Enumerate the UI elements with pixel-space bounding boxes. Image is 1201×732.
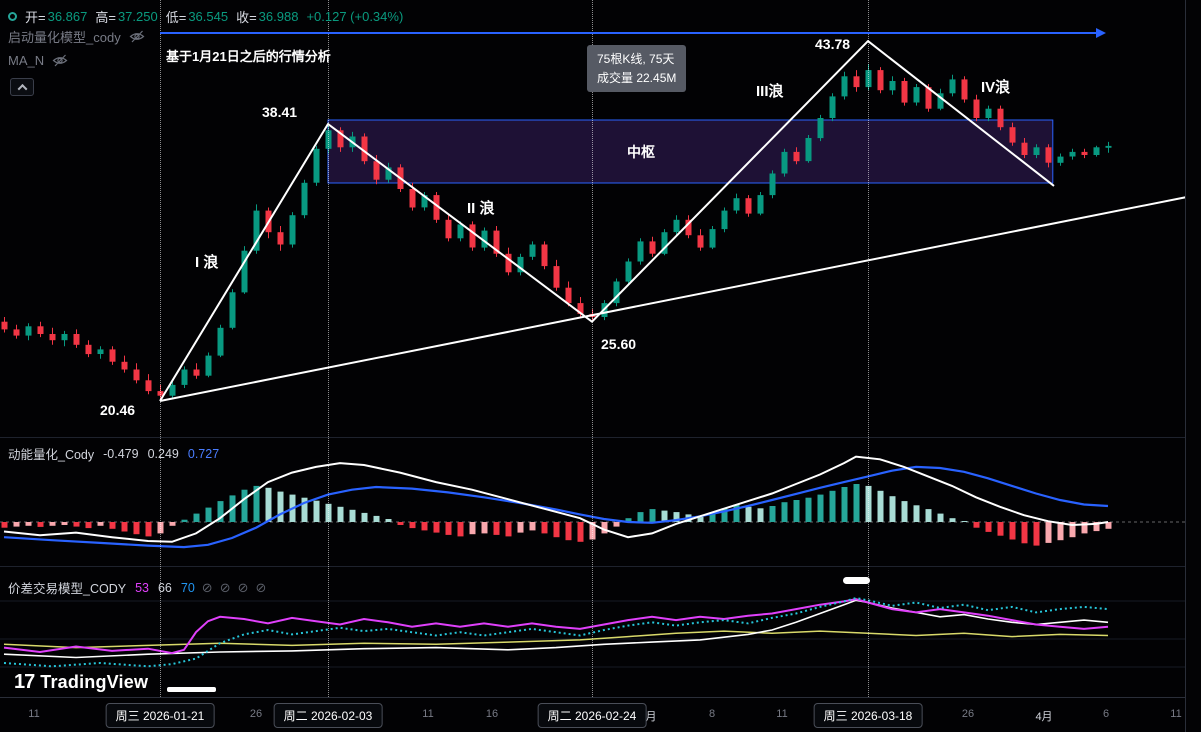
analysis-note[interactable]: 基于1月21日之后的行情分析 (166, 49, 331, 64)
momentum-pane-canvas[interactable] (0, 438, 1201, 566)
tooltip-bars-line: 75根K线, 75天 (597, 52, 675, 66)
indicator-row-ma[interactable]: MA_N (8, 53, 68, 68)
time-tick: 11 (422, 708, 434, 720)
series-dot-icon[interactable] (8, 12, 17, 21)
price-label-high2: 43.78 (815, 36, 851, 52)
spread-cyan-dotted-line (3, 597, 1109, 668)
ohlc-label: 收= (236, 10, 257, 25)
indicator-value: 0.249 (147, 446, 179, 461)
momentum-values: -0.479 0.249 0.727 (94, 447, 219, 461)
spread-yellow-line (3, 630, 1109, 649)
pane-divider[interactable] (0, 566, 1185, 567)
indicator-row-model[interactable]: 启动量化模型_cody (8, 27, 145, 46)
tradingview-mark: 17 (14, 671, 35, 693)
indicator-name: 启动量化模型_cody (8, 30, 121, 45)
white-pill-marker (843, 577, 870, 584)
info-tooltip: 75根K线, 75天 成交量 22.45M (587, 45, 687, 93)
indicator-value: 0.727 (187, 446, 220, 461)
chevron-up-icon (17, 83, 27, 94)
momentum-fast-line (3, 455, 1109, 543)
session-divider-line (867, 0, 869, 697)
price-scale-strip[interactable] (1185, 0, 1201, 732)
tradingview-logo[interactable]: 17 TradingView (14, 671, 148, 694)
empty-value-icon: ⊘ (255, 579, 267, 595)
ohlc-label: 高= (95, 10, 116, 25)
momentum-pane-legend[interactable]: 动能量化_Cody -0.479 0.249 0.727 (8, 444, 219, 463)
spread-magenta-line (3, 598, 1109, 655)
wave-4-label: IV浪 (981, 79, 1011, 96)
ohlc-value: 36.988 (258, 9, 299, 24)
indicator-value: -0.479 (103, 446, 139, 461)
zone-box (327, 119, 1054, 184)
eye-hidden-icon[interactable] (52, 54, 68, 67)
date-label-pill: 周三 2026-01-21 (105, 703, 215, 728)
date-label-pill: 周二 2026-02-24 (537, 703, 647, 728)
date-label-pill: 周二 2026-02-03 (273, 703, 383, 728)
empty-value-icon: ⊘ (237, 579, 249, 595)
tradingview-wordmark: TradingView (40, 672, 149, 692)
indicator-name: MA_N (8, 53, 45, 68)
indicator-value: 66 (157, 580, 172, 595)
spread-values: 53 66 70 ⊘ ⊘ ⊘ ⊘ (126, 580, 266, 596)
time-tick: 4月 (1035, 711, 1053, 723)
date-label-pill: 周三 2026-03-18 (813, 703, 923, 728)
pane-title: 动能量化_Cody (8, 448, 95, 462)
price-chart-canvas[interactable] (0, 0, 1201, 438)
ohlc-label: 开= (25, 10, 46, 25)
pane-divider[interactable] (0, 437, 1185, 438)
ohlc-value: 36.867 (47, 9, 88, 24)
analysis-arrow-line[interactable] (160, 32, 1098, 34)
momentum-slow-line (3, 465, 1109, 549)
support-trendline (159, 193, 1201, 402)
session-divider-line (327, 0, 329, 697)
session-divider-line (591, 0, 593, 697)
ohlc-value: 36.545 (188, 9, 229, 24)
tooltip-volume-line: 成交量 22.45M (597, 70, 677, 85)
price-label-low2: 25.60 (601, 336, 637, 352)
time-tick: 26 (249, 708, 263, 720)
time-tick: 11 (1170, 708, 1182, 720)
time-tick: 8 (708, 708, 716, 720)
empty-value-icon: ⊘ (201, 579, 213, 595)
collapse-panel-button[interactable] (10, 78, 34, 96)
spread-pane-canvas[interactable] (0, 567, 1201, 697)
zone-label[interactable]: 中枢 (627, 144, 655, 160)
time-tick: 26 (961, 708, 975, 720)
ohlc-value: 37.250 (117, 9, 158, 24)
session-divider-line (159, 0, 161, 697)
indicator-value: 70 (180, 580, 195, 595)
time-tick: 11 (28, 708, 40, 720)
empty-value-icon: ⊘ (219, 579, 231, 595)
time-tick: 6 (1102, 708, 1110, 720)
ohlc-label: 低= (165, 10, 187, 25)
eye-hidden-icon[interactable] (129, 30, 145, 43)
change-value: +0.127 (+0.34%) (306, 9, 404, 24)
spread-pane-legend[interactable]: 价差交易模型_CODY 53 66 70 ⊘ ⊘ ⊘ ⊘ (8, 578, 266, 597)
time-tick: 11 (776, 708, 788, 720)
spread-white-line (3, 599, 1109, 659)
wave-2-label: II 浪 (467, 200, 495, 217)
price-label-high1: 38.41 (262, 104, 298, 120)
pane-title: 价差交易模型_CODY (8, 582, 127, 596)
ohlc-legend: 开= 36.867 高= 37.250 低= 36.545 收= 36.988 +0.127 (… (8, 7, 403, 26)
indicator-value: 53 (135, 580, 149, 595)
wave-1-label: I 浪 (195, 254, 219, 271)
time-axis[interactable]: 11 26 11 16 3月 8 11 26 4月 6 11 周三 2026-01-21 周二 2026… (0, 697, 1185, 732)
time-tick: 16 (485, 708, 499, 720)
price-label-low1: 20.46 (100, 402, 136, 418)
wave-3-label: III浪 (756, 83, 784, 100)
arrow-head-icon (1096, 28, 1106, 38)
white-dash-marker (167, 687, 216, 692)
ohlc-values: 开= 36.867 高= 37.250 低= 36.545 收= 36.988 +0.127 (… (17, 7, 403, 26)
